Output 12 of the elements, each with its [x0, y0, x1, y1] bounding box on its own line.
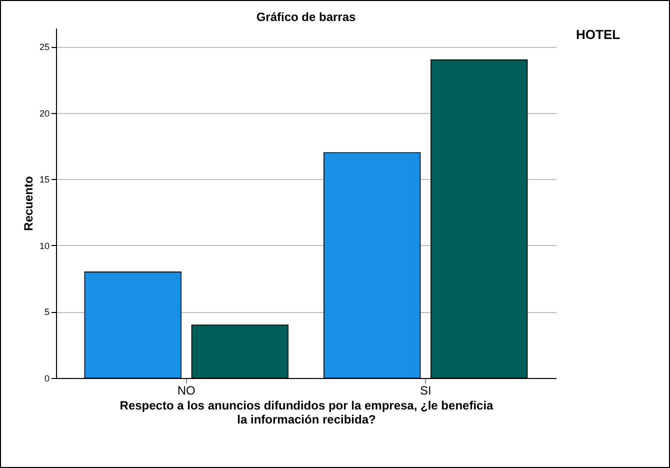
- chart-title: Gráfico de barras: [256, 10, 356, 24]
- x-axis-title: Respecto a los anuncios difundidos por la empresa, ¿le beneficia la información recibida?: [120, 398, 494, 426]
- x-tick-label: NO: [177, 384, 196, 398]
- y-axis-title: Recuento: [21, 176, 36, 231]
- legend-title: HOTEL: [576, 27, 620, 42]
- y-tick-label: 5: [44, 307, 50, 318]
- y-tick-label: 20: [39, 108, 50, 118]
- y-tick-label: 25: [39, 42, 50, 52]
- x-tick-label: SI: [420, 384, 432, 398]
- y-tick-label: 15: [39, 174, 50, 185]
- y-tick-label: 10: [39, 240, 50, 251]
- y-tick-label: 0: [44, 374, 50, 384]
